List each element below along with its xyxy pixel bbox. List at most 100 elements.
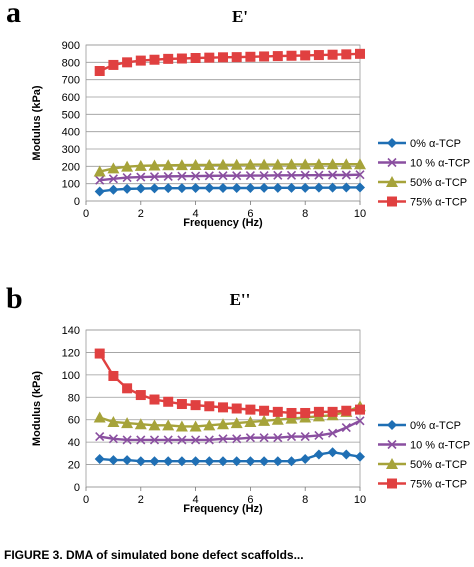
chart-b-ytick-20: 20 [68, 460, 80, 472]
chart-b-series-0-tcp-point-5 [163, 456, 174, 467]
chart-b-legend-label-2: 50% α-TCP [410, 459, 467, 471]
chart-b-series-50-tcp-point-6 [175, 420, 188, 432]
chart-a-ytick-500: 500 [62, 109, 80, 121]
chart-b-legend-10-tcp: 10 % α-TCP [378, 440, 470, 452]
chart-a-series-75-tcp-point-17 [327, 49, 338, 60]
chart-a-series-10-tcp-point-18-stroke-b [341, 170, 351, 180]
chart-a-series-10-tcp-point-16-stroke-b [314, 170, 324, 180]
chart-a-legend-75-tcp: 75% α-TCP [378, 196, 467, 209]
chart-b-series-10-tcp-point-18-stroke-b [341, 422, 351, 433]
chart-b-series-10-tcp-point-5-stroke-b [163, 435, 173, 445]
chart-b-panel-letter: b [6, 282, 23, 315]
figure-caption: FIGURE 3. DMA of simulated bone defect s… [4, 548, 304, 562]
chart-b-series-10-tcp-point-17 [328, 428, 338, 438]
chart-b-series-75-tcp-point-7 [190, 400, 201, 411]
chart-b-series-75-tcp-point-6 [176, 399, 187, 410]
chart-a-series-50-tcp-point-10 [230, 158, 243, 170]
chart-a-series-10-tcp-point-3-stroke-b [136, 172, 146, 182]
chart-b-series-75-tcp-point-17 [327, 406, 338, 417]
chart-a-ytick-200: 200 [62, 161, 80, 173]
chart-b-legend-label-3: 75% α-TCP [410, 479, 467, 491]
chart-a-series-50-tcp-point-11 [244, 158, 257, 170]
chart-b-legend-label-1: 10 % α-TCP [410, 440, 470, 452]
chart-b-series-50-tcp-point-1 [107, 415, 120, 427]
chart-a-series-10-tcp-point-17 [328, 170, 338, 180]
chart-a-series-75-tcp-point-10 [231, 52, 242, 63]
chart-a-ytick-600: 600 [62, 92, 80, 104]
chart-b-series-50-tcp [93, 400, 366, 432]
chart-b-legend-marker-2 [386, 458, 398, 469]
chart-a-series-10-tcp-point-16 [314, 170, 324, 180]
chart-a-series-75-tcp-point-6 [176, 53, 187, 64]
chart-b-series-10-tcp-point-11-stroke-b [245, 433, 255, 443]
chart-a-series-75-tcp-point-7 [190, 53, 201, 63]
chart-b-series-0-tcp-point-8 [204, 456, 215, 467]
chart-b-series-50-tcp-point-9 [217, 418, 229, 430]
chart-a-series-75-tcp-point-9 [218, 52, 228, 63]
chart-b-series-50-tcp-point-12 [258, 414, 271, 426]
chart-b-series-10-tcp-point-18 [341, 422, 351, 433]
chart-a-series-0-tcp-point-10 [231, 183, 242, 193]
chart-a-series-10-tcp-point-10 [232, 171, 242, 181]
chart-a-series-0-tcp-point-1 [108, 184, 119, 195]
chart-b-series-0-tcp-point-9 [218, 456, 228, 467]
chart-b-series-10-tcp-point-5 [163, 435, 173, 445]
chart-a-series-75-tcp-point-0 [94, 66, 105, 76]
chart-b-series-0-tcp-point-12 [259, 456, 270, 467]
chart-b-series-10-tcp-point-12 [259, 433, 269, 443]
chart-a-series-50-tcp-point-9 [217, 158, 229, 170]
chart-b-series-0-tcp-point-17 [327, 447, 338, 458]
chart-a-series-50-tcp-point-5 [162, 159, 175, 171]
chart-b-xlabel: Frequency (Hz) [183, 503, 263, 515]
chart-a-series-50-tcp-point-2 [121, 160, 134, 172]
chart-b-series-75-tcp-point-16 [313, 406, 324, 417]
chart-a-series-50-tcp-point-13 [271, 158, 284, 170]
chart-b-series-50-tcp-point-7 [189, 420, 202, 432]
chart-a-series-10-tcp-point-6-stroke-b [177, 171, 187, 181]
chart-b-series-50-tcp-point-11 [244, 415, 257, 427]
chart-a-series-75-tcp-point-16 [313, 50, 324, 61]
chart-a-series-10-tcp-point-19 [355, 170, 365, 180]
chart-b-legend-marker-1-stroke-b [387, 439, 397, 450]
chart-b-series-0-tcp-point-18 [341, 449, 352, 460]
chart-a-series-75-tcp-point-11 [245, 51, 256, 62]
chart-b-ylabel: Modulus (kPa) [31, 371, 43, 447]
chart-a-series-75-tcp-point-13 [272, 51, 283, 62]
chart-b-xtick-2: 2 [138, 494, 144, 506]
chart-b-series-10-tcp-point-8 [204, 435, 214, 445]
chart-b-series-0-tcp [94, 447, 365, 467]
chart-a-xtick-0: 0 [83, 208, 89, 220]
chart-a-ytick-300: 300 [62, 144, 80, 156]
chart-a-series-50-tcp-point-12 [258, 158, 271, 170]
chart-b-series-10-tcp-point-15 [300, 431, 310, 442]
chart-b-series-75-tcp-point-9 [218, 402, 228, 413]
chart-a-xtick-10: 10 [354, 208, 366, 220]
chart-a-series-0-tcp-point-17 [327, 182, 338, 193]
chart-b-series-10-tcp-point-0 [95, 431, 105, 442]
chart-b-series-0-tcp-point-13 [272, 456, 283, 467]
chart-a-legend-label-0: 0% α-TCP [410, 138, 461, 150]
chart-a-series-10-tcp-point-2 [122, 173, 132, 183]
chart-b-xtick-8: 8 [302, 494, 308, 506]
chart-b-series-10-tcp-point-10 [232, 434, 242, 444]
chart-b-series-75-tcp-point-19 [355, 404, 365, 415]
chart-a-series-10-tcp [95, 170, 365, 185]
chart-b-series-75-tcp-point-11 [245, 404, 256, 415]
chart-a-series-75-tcp-point-5 [163, 53, 174, 64]
chart-b-series-0-tcp-point-15 [300, 453, 311, 464]
chart-b-series-75-tcp-point-0 [94, 348, 105, 359]
chart-b-legend-marker-0 [387, 420, 397, 430]
chart-a-series-10-tcp-point-19-stroke-b [355, 170, 365, 180]
chart-b-series-75-tcp-point-2 [122, 383, 133, 394]
chart-a-plot-frame [85, 44, 361, 202]
chart-b-series-10-tcp-point-6-stroke-b [177, 435, 187, 445]
chart-a-series-10-tcp-point-0 [95, 175, 105, 185]
chart-a-series-50-tcp-point-0 [93, 165, 106, 177]
chart-a-series-0-tcp-point-8 [204, 183, 215, 193]
chart-a-series-10-tcp-point-6 [177, 171, 187, 181]
chart-b-series-10-tcp-point-13 [273, 433, 283, 443]
chart-a-series-75-tcp-point-18 [341, 49, 352, 60]
chart-b-series-0-tcp-point-11 [245, 456, 256, 467]
chart-b-series-0-tcp-point-19 [355, 451, 365, 462]
chart-a-ytick-800: 800 [62, 57, 80, 69]
